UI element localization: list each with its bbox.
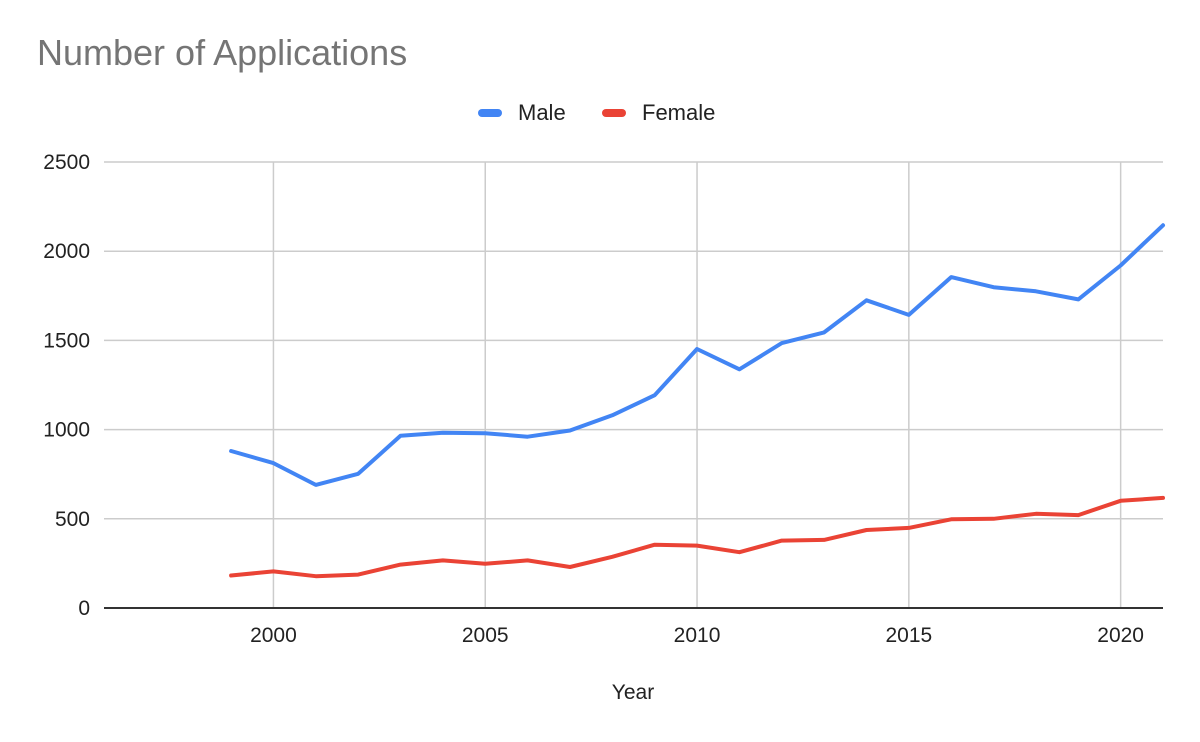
legend-item-male[interactable]: Male: [478, 98, 566, 128]
x-tick-label: 2000: [250, 624, 297, 647]
x-axis-title: Year: [612, 681, 654, 704]
legend-label-male: Male: [518, 100, 566, 125]
y-tick-label: 2000: [43, 240, 90, 263]
chart-title: Number of Applications: [37, 32, 408, 73]
x-tick-label: 2015: [885, 624, 932, 647]
y-tick-label: 2500: [43, 151, 90, 174]
y-tick-label: 500: [55, 508, 90, 531]
legend-item-female[interactable]: Female: [602, 98, 715, 128]
legend: Male Female: [0, 98, 1200, 128]
series-line-male[interactable]: [229, 223, 1165, 487]
legend-label-female: Female: [642, 100, 716, 125]
x-tick-label: 2010: [674, 624, 721, 647]
tick-labels: 0 500 1000 1500 2000 2500 2000 2005 2010 2015 2020: [43, 151, 1144, 647]
x-tick-label: 2005: [462, 624, 509, 647]
y-tick-label: 0: [78, 597, 90, 620]
y-tick-label: 1500: [43, 329, 90, 352]
legend-swatch-male: [478, 109, 502, 117]
x-tick-label: 2020: [1097, 624, 1144, 647]
series-line-female[interactable]: [229, 495, 1165, 579]
y-tick-label: 1000: [43, 419, 90, 442]
grid-lines: [104, 161, 1163, 608]
series-lines: [229, 223, 1165, 579]
legend-swatch-female: [602, 109, 626, 117]
